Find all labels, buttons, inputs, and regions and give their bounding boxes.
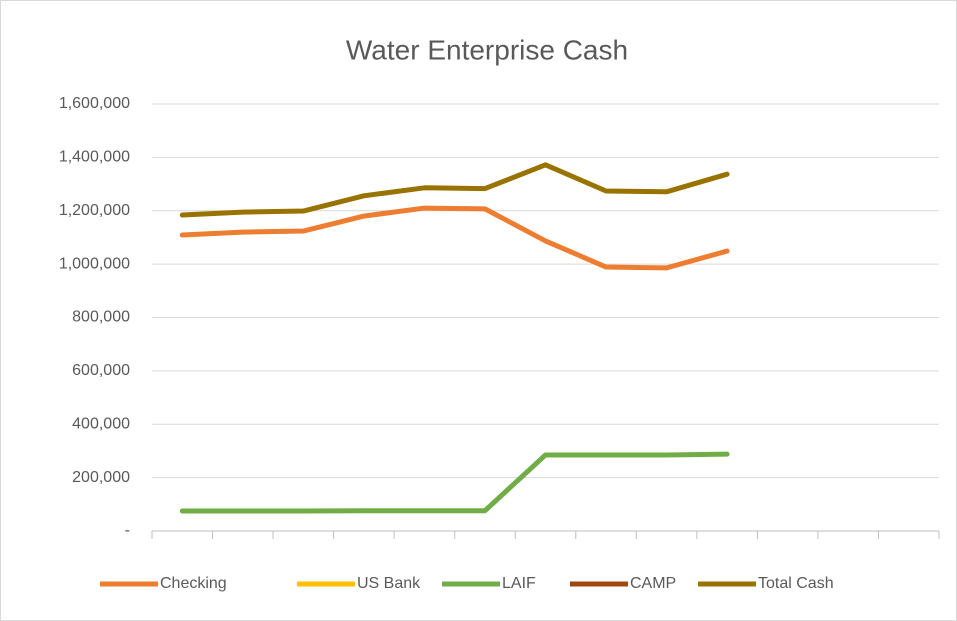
chart-title: Water Enterprise Cash <box>346 34 628 65</box>
y-tick-label: 600,000 <box>72 362 130 379</box>
series-line <box>179 205 730 271</box>
y-tick-label: 1,000,000 <box>59 255 130 272</box>
legend-label: Checking <box>160 575 227 592</box>
y-tick-label: 1,600,000 <box>59 95 130 112</box>
y-tick-label: - <box>125 522 130 539</box>
y-tick-label: 1,400,000 <box>59 149 130 166</box>
legend-label: CAMP <box>630 575 676 592</box>
series-line <box>179 162 730 218</box>
series-line <box>179 451 730 514</box>
legend-label: LAIF <box>502 575 536 592</box>
y-tick-label: 1,200,000 <box>59 202 130 219</box>
legend-label: Total Cash <box>758 575 834 592</box>
legend-label: US Bank <box>357 575 421 592</box>
y-tick-label: 800,000 <box>72 309 130 326</box>
y-tick-label: 200,000 <box>72 469 130 486</box>
y-tick-label: 400,000 <box>72 415 130 432</box>
